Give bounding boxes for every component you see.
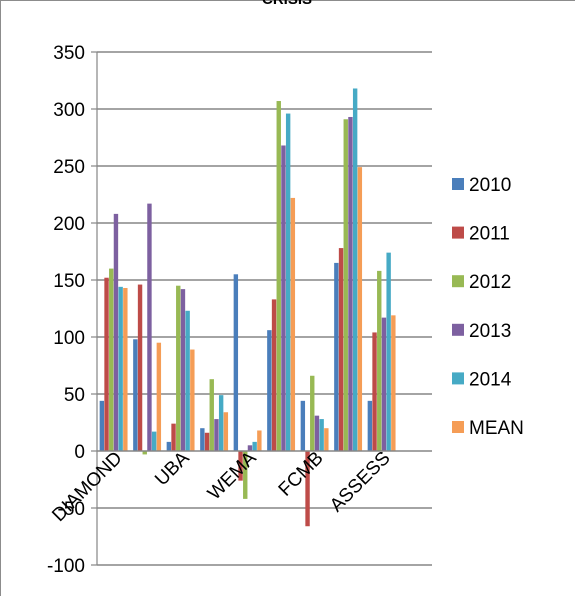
legend-label: 2013 — [469, 321, 511, 342]
y-tick-label: 0 — [74, 442, 85, 463]
bar-2011-4 — [238, 451, 243, 481]
legend-label: 2011 — [469, 224, 510, 245]
bar-2014-7 — [352, 88, 358, 451]
bar-2011-6 — [305, 451, 310, 527]
bar-2013-3 — [214, 419, 219, 451]
y-tick-label: 200 — [53, 214, 85, 235]
bar-2012-5 — [276, 101, 281, 452]
bar-2013-8 — [381, 317, 387, 451]
legend-swatch — [452, 178, 464, 190]
legend-label: 2010 — [469, 175, 511, 196]
bar-2012-3 — [209, 379, 214, 451]
bar-2013-5 — [281, 145, 286, 452]
bars — [99, 88, 396, 527]
bar-mean-5 — [290, 197, 296, 451]
bar-2013-4 — [247, 445, 253, 451]
bar-2011-3 — [204, 432, 210, 451]
bar-mean-1 — [156, 342, 162, 451]
bar-2013-0 — [113, 213, 119, 451]
bar-2013-7 — [348, 116, 353, 451]
bar-2011-0 — [104, 277, 109, 451]
bar-2010-1 — [133, 339, 138, 451]
legend: 2010 2011 2012 2013 2014 MEAN — [452, 175, 524, 439]
bar-2013-1 — [147, 203, 152, 451]
bar-2012-7 — [343, 119, 348, 451]
bar-2014-8 — [386, 252, 391, 451]
bar-mean-8 — [391, 315, 396, 451]
y-tick-label: 50 — [64, 385, 85, 406]
bar-2011-2 — [171, 423, 176, 451]
bar-mean-0 — [123, 287, 128, 451]
bar-2012-6 — [310, 375, 315, 451]
y-tick-label: 350 — [53, 43, 85, 64]
legend-label: 2012 — [469, 272, 511, 293]
bar-2011-7 — [338, 248, 344, 451]
bar-2012-8 — [377, 270, 382, 451]
x-category-label: FCMB — [275, 448, 328, 501]
y-tick-label: 100 — [53, 328, 85, 349]
bar-2011-5 — [271, 299, 277, 451]
bar-2011-1 — [137, 284, 143, 451]
x-category-label: DIAMOND — [48, 448, 126, 526]
bar-mean-3 — [223, 412, 229, 451]
x-category-label: ASSESS — [326, 448, 395, 517]
bar-mean-6 — [324, 428, 329, 451]
legend-swatch — [452, 372, 464, 385]
bar-2012-4 — [243, 451, 248, 499]
bar-mean-7 — [357, 167, 363, 451]
bar-2010-3 — [200, 428, 205, 451]
bar-2010-5 — [267, 330, 272, 451]
bar-2011-8 — [372, 332, 377, 451]
bar-mean-2 — [190, 349, 195, 451]
legend-label: 2014 — [469, 369, 512, 390]
bar-2013-6 — [314, 415, 320, 451]
bar-2014-1 — [151, 431, 157, 451]
legend-swatch — [452, 323, 464, 336]
legend-swatch — [452, 421, 464, 433]
bar-2010-0 — [99, 400, 105, 451]
bar-mean-4 — [257, 430, 262, 451]
bar-2014-2 — [185, 310, 190, 451]
bar-2014-4 — [252, 441, 257, 451]
legend-label: MEAN — [469, 418, 524, 439]
bar-2012-0 — [109, 268, 114, 451]
bar-2010-7 — [334, 262, 339, 451]
y-tick-labels: -100 -50 0 50 100 150 200 250 300 350 — [47, 43, 85, 577]
y-tick-label: 250 — [53, 157, 85, 178]
x-category-label: UBA — [151, 447, 194, 490]
legend-swatch — [452, 226, 464, 239]
bar-2012-2 — [176, 285, 181, 451]
bar-2014-3 — [218, 395, 224, 451]
bar-2014-0 — [118, 286, 123, 451]
y-tick-label: -50 — [58, 499, 85, 520]
bar-2013-2 — [180, 289, 186, 451]
bar-2010-4 — [233, 274, 239, 451]
chart-title: CRISIS — [262, 0, 312, 8]
bar-2014-5 — [285, 113, 291, 451]
y-tick-label: -100 — [47, 556, 85, 577]
y-tick-label: 300 — [53, 100, 85, 121]
axes — [91, 51, 432, 566]
bar-2010-2 — [166, 441, 172, 451]
legend-swatch — [452, 275, 464, 288]
bar-2014-6 — [319, 419, 324, 451]
x-category-label: WEMA — [204, 447, 261, 504]
y-tick-label: 150 — [53, 271, 85, 292]
bar-2010-6 — [300, 400, 306, 451]
bar-2010-8 — [367, 400, 373, 451]
bar-2012-1 — [142, 451, 147, 455]
